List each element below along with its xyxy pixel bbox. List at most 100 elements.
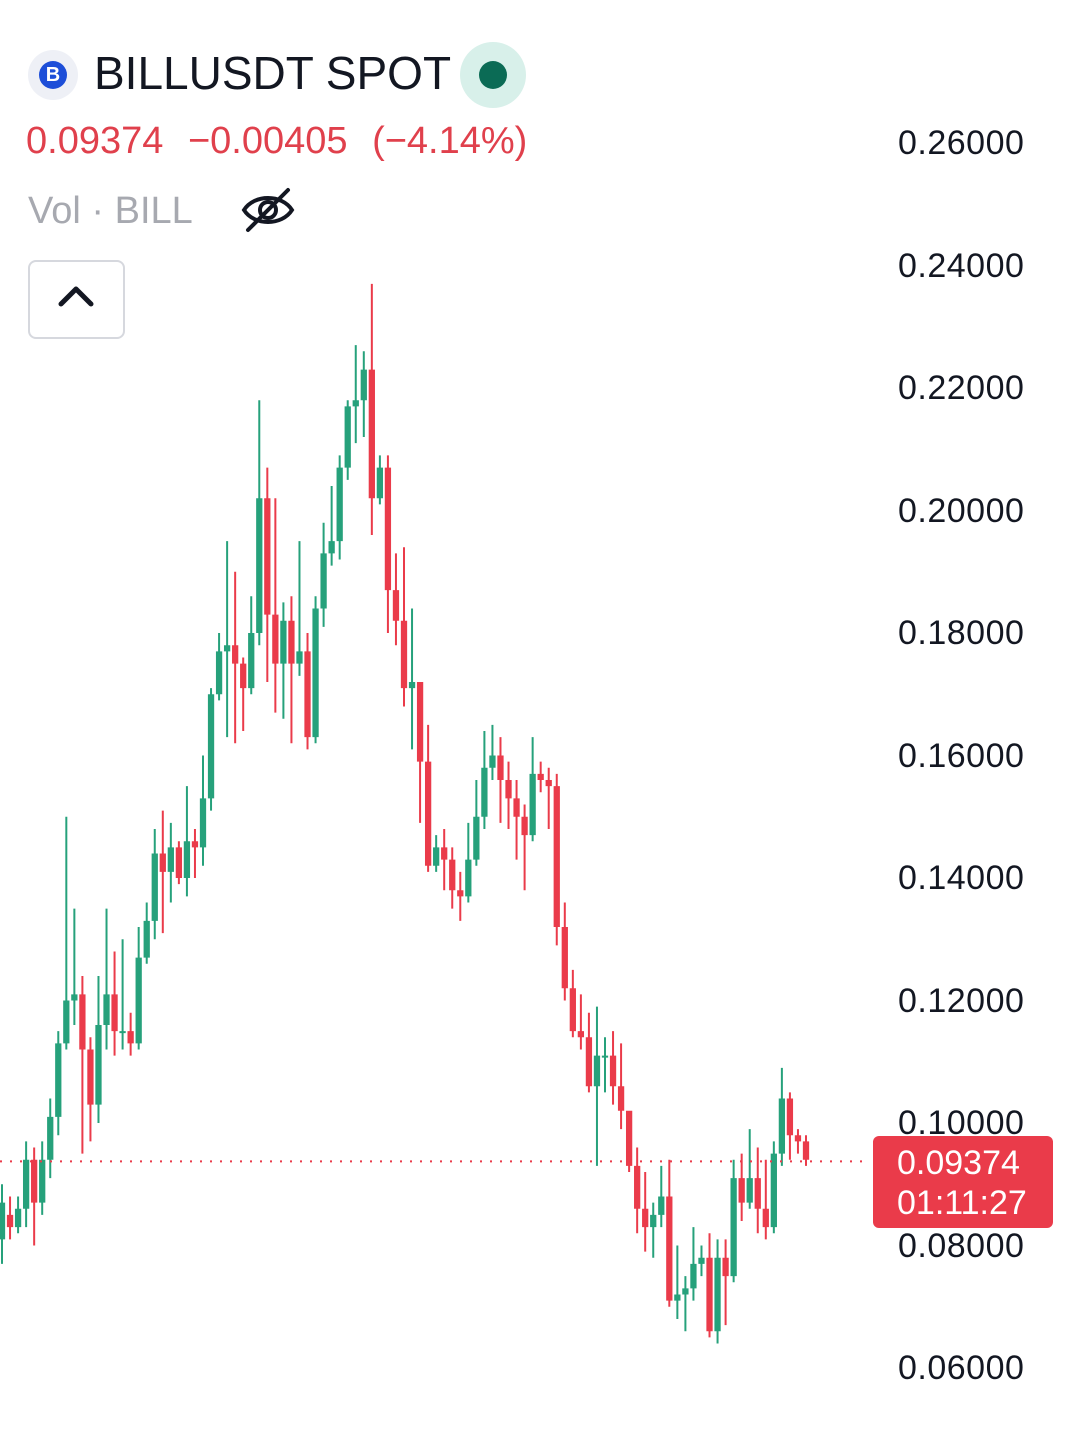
candle-down[interactable] bbox=[457, 890, 464, 897]
candle-down[interactable] bbox=[368, 369, 375, 499]
candle-up[interactable] bbox=[360, 369, 367, 401]
candle-down[interactable] bbox=[762, 1208, 769, 1228]
candle-down[interactable] bbox=[738, 1178, 745, 1203]
candle-up[interactable] bbox=[183, 841, 191, 878]
candle-up[interactable] bbox=[352, 400, 359, 407]
candle-down[interactable] bbox=[240, 663, 247, 689]
candle-up[interactable] bbox=[167, 847, 174, 872]
candle-down[interactable] bbox=[642, 1208, 649, 1228]
candle-down[interactable] bbox=[625, 1110, 633, 1166]
candle-up[interactable] bbox=[22, 1159, 30, 1209]
candle-up[interactable] bbox=[296, 651, 303, 664]
candle-up[interactable] bbox=[14, 1208, 22, 1228]
candle-down[interactable] bbox=[794, 1135, 802, 1142]
candle-up[interactable] bbox=[95, 1025, 102, 1105]
candle-up[interactable] bbox=[674, 1294, 681, 1301]
candle-up[interactable] bbox=[730, 1178, 737, 1277]
candle-down[interactable] bbox=[497, 755, 504, 781]
candle-down[interactable] bbox=[159, 853, 166, 872]
candle-down[interactable] bbox=[666, 1196, 673, 1301]
candle-up[interactable] bbox=[778, 1098, 786, 1154]
candle-down[interactable] bbox=[449, 859, 456, 891]
candle-down[interactable] bbox=[569, 988, 576, 1032]
volume-indicator-label[interactable]: Vol · BILL bbox=[28, 190, 193, 232]
candle-down[interactable] bbox=[634, 1165, 641, 1209]
candle-up[interactable] bbox=[601, 1055, 609, 1058]
candle-up[interactable] bbox=[63, 1000, 70, 1044]
candle-up[interactable] bbox=[223, 645, 231, 652]
candle-down[interactable] bbox=[577, 1031, 585, 1038]
candle-down[interactable] bbox=[232, 645, 239, 664]
candle-up[interactable] bbox=[135, 957, 142, 1044]
candle-up[interactable] bbox=[199, 798, 207, 848]
candle-up[interactable] bbox=[682, 1288, 689, 1295]
collapse-legend-button[interactable] bbox=[28, 260, 125, 339]
candle-up[interactable] bbox=[433, 847, 440, 866]
candle-down[interactable] bbox=[79, 994, 86, 1050]
candle-up[interactable] bbox=[481, 767, 488, 817]
candle-up[interactable] bbox=[408, 682, 416, 689]
candle-up[interactable] bbox=[55, 1043, 62, 1117]
candle-up[interactable] bbox=[650, 1214, 657, 1228]
candle-up[interactable] bbox=[529, 773, 536, 836]
candle-down[interactable] bbox=[585, 1037, 593, 1087]
candle-down[interactable] bbox=[802, 1141, 810, 1160]
candle-down[interactable] bbox=[561, 927, 568, 989]
candle-down[interactable] bbox=[127, 1031, 134, 1044]
candle-up[interactable] bbox=[151, 853, 158, 921]
candle-down[interactable] bbox=[545, 780, 552, 787]
candle-down[interactable] bbox=[31, 1159, 38, 1203]
candle-down[interactable] bbox=[191, 841, 199, 848]
candle-up[interactable] bbox=[71, 994, 78, 1001]
candle-down[interactable] bbox=[786, 1098, 794, 1136]
candle-up[interactable] bbox=[320, 553, 327, 609]
candle-down[interactable] bbox=[288, 620, 295, 664]
candle-up[interactable] bbox=[39, 1159, 46, 1203]
candle-up[interactable] bbox=[143, 920, 150, 958]
candlestick-chart[interactable] bbox=[0, 0, 870, 1437]
candle-up[interactable] bbox=[312, 608, 319, 738]
candle-down[interactable] bbox=[553, 786, 560, 927]
candle-up[interactable] bbox=[119, 1031, 126, 1034]
candle-up[interactable] bbox=[280, 620, 287, 664]
candle-down[interactable] bbox=[617, 1086, 625, 1111]
candle-up[interactable] bbox=[256, 498, 263, 633]
candle-down[interactable] bbox=[441, 847, 448, 860]
candle-up[interactable] bbox=[489, 755, 496, 768]
candle-down[interactable] bbox=[87, 1049, 94, 1105]
candle-up[interactable] bbox=[344, 406, 351, 468]
candle-down[interactable] bbox=[537, 773, 544, 780]
symbol-title[interactable]: BILLUSDT SPOT bbox=[94, 47, 452, 99]
candle-up[interactable] bbox=[746, 1178, 753, 1203]
candle-down[interactable] bbox=[521, 816, 528, 836]
candle-up[interactable] bbox=[593, 1055, 601, 1087]
candle-down[interactable] bbox=[264, 498, 271, 615]
candle-up[interactable] bbox=[690, 1263, 697, 1289]
candle-up[interactable] bbox=[473, 816, 480, 860]
eye-off-icon[interactable] bbox=[240, 186, 296, 234]
candle-up[interactable] bbox=[215, 651, 223, 695]
candle-up[interactable] bbox=[47, 1116, 54, 1160]
candle-down[interactable] bbox=[754, 1178, 761, 1209]
candle-up[interactable] bbox=[770, 1153, 777, 1228]
candle-down[interactable] bbox=[6, 1214, 14, 1228]
candle-down[interactable] bbox=[416, 682, 424, 762]
candle-down[interactable] bbox=[513, 798, 520, 817]
candle-up[interactable] bbox=[103, 994, 110, 1025]
candle-down[interactable] bbox=[505, 780, 512, 799]
candle-down[interactable] bbox=[111, 994, 118, 1032]
candle-down[interactable] bbox=[272, 614, 279, 664]
candle-up[interactable] bbox=[248, 633, 255, 689]
candle-down[interactable] bbox=[722, 1257, 729, 1277]
candle-up[interactable] bbox=[465, 859, 472, 897]
candle-down[interactable] bbox=[384, 467, 392, 591]
candle-up[interactable] bbox=[714, 1257, 721, 1332]
candle-down[interactable] bbox=[609, 1055, 617, 1087]
candle-down[interactable] bbox=[175, 847, 183, 878]
candle-up[interactable] bbox=[0, 1202, 6, 1240]
candle-up[interactable] bbox=[328, 541, 335, 554]
candle-up[interactable] bbox=[658, 1196, 665, 1215]
candle-up[interactable] bbox=[376, 467, 384, 499]
candle-up[interactable] bbox=[336, 467, 343, 542]
candle-down[interactable] bbox=[424, 761, 432, 866]
